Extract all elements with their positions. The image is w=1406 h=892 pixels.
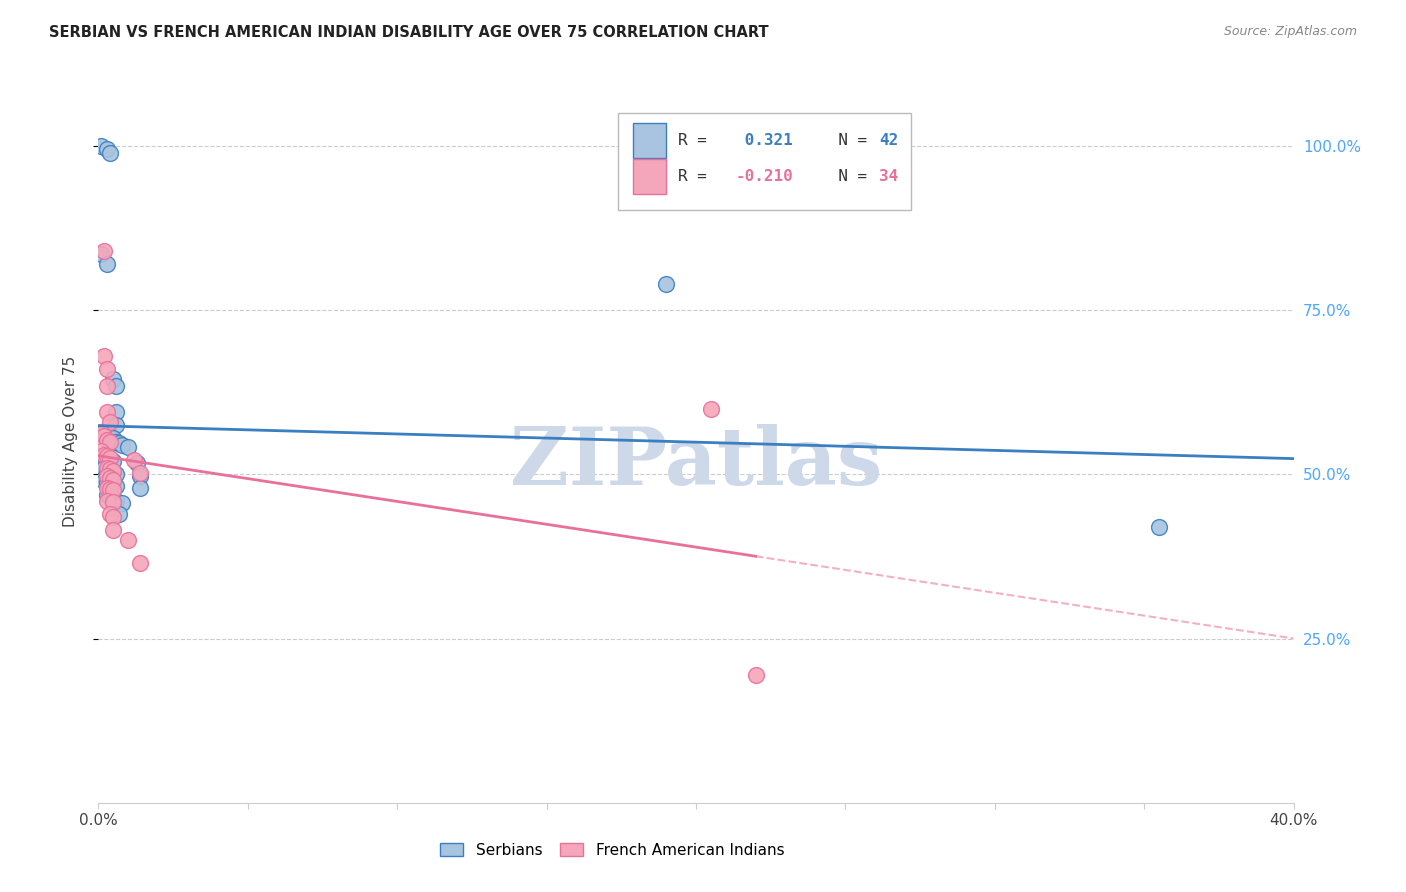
Point [111, 438, 134, 452]
Point [96, 449, 118, 463]
Point [98, 431, 122, 445]
Point [96, 493, 118, 508]
Point [105, 493, 128, 508]
Point [105, 418, 128, 433]
Point [93, 429, 115, 443]
Text: R =: R = [678, 133, 717, 148]
Point [98, 471, 122, 485]
Point [1147, 520, 1170, 534]
Point [93, 425, 115, 439]
Point [105, 479, 128, 493]
Point [105, 405, 128, 419]
Point [96, 142, 118, 156]
Point [98, 482, 122, 496]
Point [103, 495, 125, 509]
Point [96, 475, 118, 490]
Legend: Serbians, French American Indians: Serbians, French American Indians [434, 837, 790, 863]
Text: 42: 42 [879, 133, 898, 148]
Point [700, 401, 723, 416]
Point [90, 425, 112, 439]
Point [111, 496, 134, 510]
Point [98, 415, 122, 429]
Point [96, 378, 118, 392]
Point [90, 247, 112, 261]
Point [129, 468, 152, 483]
FancyBboxPatch shape [619, 112, 911, 211]
Point [90, 444, 112, 458]
Point [124, 453, 146, 467]
Text: N =: N = [820, 133, 877, 148]
Point [98, 453, 122, 467]
Point [96, 428, 118, 442]
Text: R =: R = [678, 169, 717, 184]
Point [98, 462, 122, 476]
Point [129, 466, 152, 480]
Point [108, 435, 131, 450]
Point [103, 478, 125, 492]
Point [96, 469, 118, 483]
Point [105, 434, 128, 449]
Point [98, 450, 122, 465]
Point [96, 257, 118, 271]
Point [98, 434, 122, 449]
Text: 34: 34 [879, 169, 898, 184]
Point [93, 349, 115, 363]
Point [117, 440, 139, 454]
Point [103, 492, 125, 507]
Y-axis label: Disability Age Over 75: Disability Age Over 75 [63, 356, 77, 527]
Point [93, 448, 115, 462]
Point [96, 463, 118, 477]
Point [105, 467, 128, 482]
Point [98, 464, 122, 478]
Point [103, 523, 125, 537]
Point [129, 556, 152, 570]
Text: N =: N = [820, 169, 877, 184]
Text: Source: ZipAtlas.com: Source: ZipAtlas.com [1223, 25, 1357, 38]
Point [105, 378, 128, 392]
Point [103, 464, 125, 478]
Point [96, 488, 118, 502]
Point [98, 145, 122, 160]
Point [96, 362, 118, 376]
Point [103, 454, 125, 468]
Point [103, 483, 125, 497]
Point [117, 533, 139, 547]
Point [129, 481, 152, 495]
Point [103, 466, 125, 480]
Point [90, 139, 112, 153]
Point [96, 450, 118, 465]
Text: -0.210: -0.210 [735, 169, 793, 184]
Point [655, 277, 678, 291]
Point [98, 507, 122, 521]
Text: ZIPatlas: ZIPatlas [510, 425, 882, 502]
Point [93, 449, 115, 463]
Point [93, 244, 115, 258]
Point [745, 667, 768, 681]
Point [93, 460, 115, 475]
Text: 0.321: 0.321 [735, 133, 793, 148]
FancyBboxPatch shape [633, 159, 666, 194]
Point [96, 481, 118, 495]
Point [103, 510, 125, 524]
Point [98, 491, 122, 505]
Point [127, 456, 149, 470]
FancyBboxPatch shape [633, 123, 666, 158]
Point [96, 433, 118, 447]
Point [103, 473, 125, 487]
Point [108, 507, 131, 521]
Point [103, 431, 125, 445]
Point [96, 460, 118, 475]
Text: SERBIAN VS FRENCH AMERICAN INDIAN DISABILITY AGE OVER 75 CORRELATION CHART: SERBIAN VS FRENCH AMERICAN INDIAN DISABI… [49, 25, 769, 40]
Point [93, 474, 115, 488]
Point [98, 476, 122, 491]
Point [96, 405, 118, 419]
Point [103, 372, 125, 386]
